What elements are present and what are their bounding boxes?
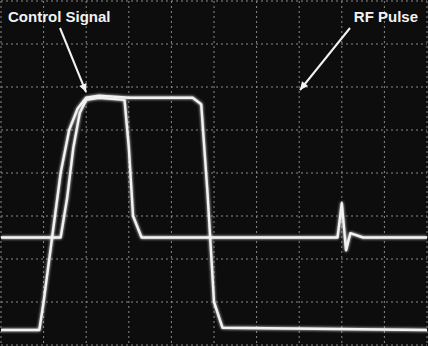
grid-line-x: [128, 1, 129, 345]
annotations: Control Signal RF Pulse: [8, 8, 418, 92]
graticule: [1, 1, 427, 345]
trace: [1, 96, 427, 330]
label-arrow: [60, 28, 86, 92]
scope-screen: Control Signal RF Pulse: [0, 0, 428, 346]
trace: [1, 98, 427, 251]
grid-line-y: [1, 1, 427, 2]
grid-line-y: [1, 44, 427, 45]
background: [0, 0, 428, 346]
grid-line-x: [384, 1, 385, 345]
grid-line-x: [299, 1, 300, 345]
label-arrow: [300, 28, 350, 90]
arrow-head: [79, 83, 86, 92]
plot-area: [1, 96, 427, 330]
grid-line-y: [1, 259, 427, 260]
grid-line-y: [1, 173, 427, 174]
trace-label: RF Pulse: [354, 8, 418, 25]
grid-line-y: [1, 87, 427, 88]
trace-label: Control Signal: [8, 8, 111, 25]
grid-line-y: [1, 130, 427, 131]
grid-line-y: [1, 345, 427, 346]
arrow-head: [300, 81, 308, 90]
